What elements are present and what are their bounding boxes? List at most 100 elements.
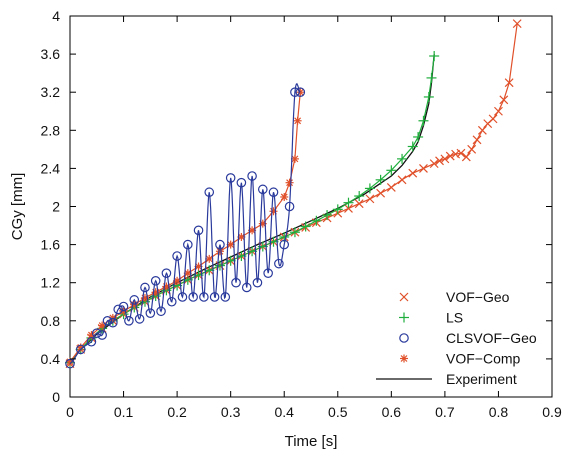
circle-marker	[204, 187, 215, 198]
circle-marker	[102, 315, 113, 326]
cross-marker	[440, 154, 450, 164]
plus-marker	[354, 191, 365, 202]
x-tick-label: 0.9	[542, 404, 562, 420]
plus-marker	[214, 260, 225, 271]
cross-marker	[467, 144, 477, 154]
x-axis-label: Time [s]	[285, 433, 338, 450]
asterisk-marker	[269, 207, 278, 216]
asterisk-marker	[205, 254, 214, 263]
plus-marker	[429, 51, 440, 62]
circle-marker	[241, 282, 252, 293]
x-tick-label: 0	[66, 404, 74, 420]
x-tick-label: 0.3	[221, 404, 241, 420]
legend-swatch-asterisk-marker	[400, 354, 408, 363]
legend-swatch-plus-marker	[399, 312, 409, 323]
asterisk-marker	[215, 247, 224, 256]
circle-marker	[257, 184, 268, 195]
circle-marker	[97, 330, 107, 340]
x-tick-label: 0.5	[328, 404, 348, 420]
plus-marker	[289, 227, 300, 238]
legend-label: Experiment	[446, 371, 517, 387]
circle-marker	[279, 239, 290, 250]
legend-label: CLSVOF−Geo	[446, 330, 537, 346]
cross-marker	[472, 135, 482, 145]
circle-marker	[290, 87, 300, 97]
circle-marker	[220, 292, 231, 302]
circle-marker	[215, 239, 225, 250]
plus-marker	[311, 215, 322, 226]
y-tick-label: 2.4	[41, 160, 61, 176]
circle-marker	[140, 282, 150, 293]
plus-marker	[364, 183, 375, 194]
circle-marker	[108, 317, 118, 328]
x-tick-label: 0.1	[114, 404, 134, 420]
y-tick-label: 3.6	[41, 46, 61, 62]
plus-marker	[407, 141, 418, 152]
plus-marker	[300, 221, 311, 232]
circle-marker	[209, 292, 220, 302]
y-tick-label: 0	[52, 389, 60, 405]
circle-marker	[274, 258, 284, 269]
circle-marker	[231, 277, 241, 288]
series-ls	[65, 51, 440, 368]
circle-marker	[161, 268, 172, 278]
circle-marker	[295, 87, 306, 97]
plus-marker	[332, 204, 343, 215]
circle-marker	[236, 177, 247, 188]
legend-swatch-circle-marker	[399, 333, 409, 343]
circle-marker	[65, 358, 75, 369]
cross-marker	[354, 199, 364, 209]
plus-marker	[426, 72, 437, 83]
series-clsvof-geo	[65, 82, 306, 369]
cross-marker	[512, 19, 522, 29]
circle-marker	[263, 268, 273, 278]
y-tick-label: 3.2	[41, 84, 61, 100]
plus-marker	[322, 210, 333, 221]
circle-marker	[252, 277, 263, 288]
circle-marker	[225, 173, 236, 183]
legend-item: VOF−Comp	[400, 351, 521, 367]
cross-marker	[397, 175, 407, 185]
circle-marker	[193, 225, 204, 236]
circle-marker	[86, 336, 97, 347]
cross-marker	[494, 106, 503, 116]
y-tick-label: 2.8	[41, 122, 61, 138]
circle-marker	[113, 304, 123, 315]
cross-marker	[365, 194, 375, 204]
circle-marker	[75, 344, 86, 355]
legend-swatch-cross-marker	[399, 292, 409, 302]
cross-marker	[386, 183, 396, 192]
legend-item: LS	[399, 310, 463, 326]
legend-item: Experiment	[376, 371, 517, 387]
plus-marker	[423, 91, 434, 102]
circle-marker	[118, 301, 129, 312]
series-vof-comp	[66, 88, 305, 366]
y-tick-label: 0.4	[41, 351, 61, 367]
x-tick-label: 0.2	[167, 404, 187, 420]
y-tick-label: 1.2	[41, 275, 61, 291]
cross-marker	[451, 149, 461, 159]
cross-marker	[419, 163, 428, 173]
plus-marker	[386, 165, 397, 176]
legend-label: LS	[446, 310, 463, 326]
cross-marker	[461, 152, 471, 162]
y-tick-label: 1.6	[41, 237, 61, 253]
legend-label: VOF−Comp	[446, 351, 521, 367]
circle-marker	[268, 187, 279, 198]
circle-marker	[91, 328, 102, 338]
legend-item: VOF−Geo	[399, 289, 510, 305]
cross-marker	[408, 168, 418, 178]
cross-marker	[429, 159, 439, 169]
cross-marker	[499, 95, 509, 105]
x-tick-label: 0.4	[274, 404, 294, 420]
series-line	[69, 82, 301, 365]
circle-marker	[247, 171, 257, 181]
series-line	[69, 55, 435, 364]
circle-marker	[172, 251, 182, 261]
circle-marker	[134, 314, 145, 324]
cross-marker	[488, 114, 498, 124]
x-tick-label: 0.7	[435, 404, 455, 420]
y-tick-label: 4	[52, 8, 60, 24]
